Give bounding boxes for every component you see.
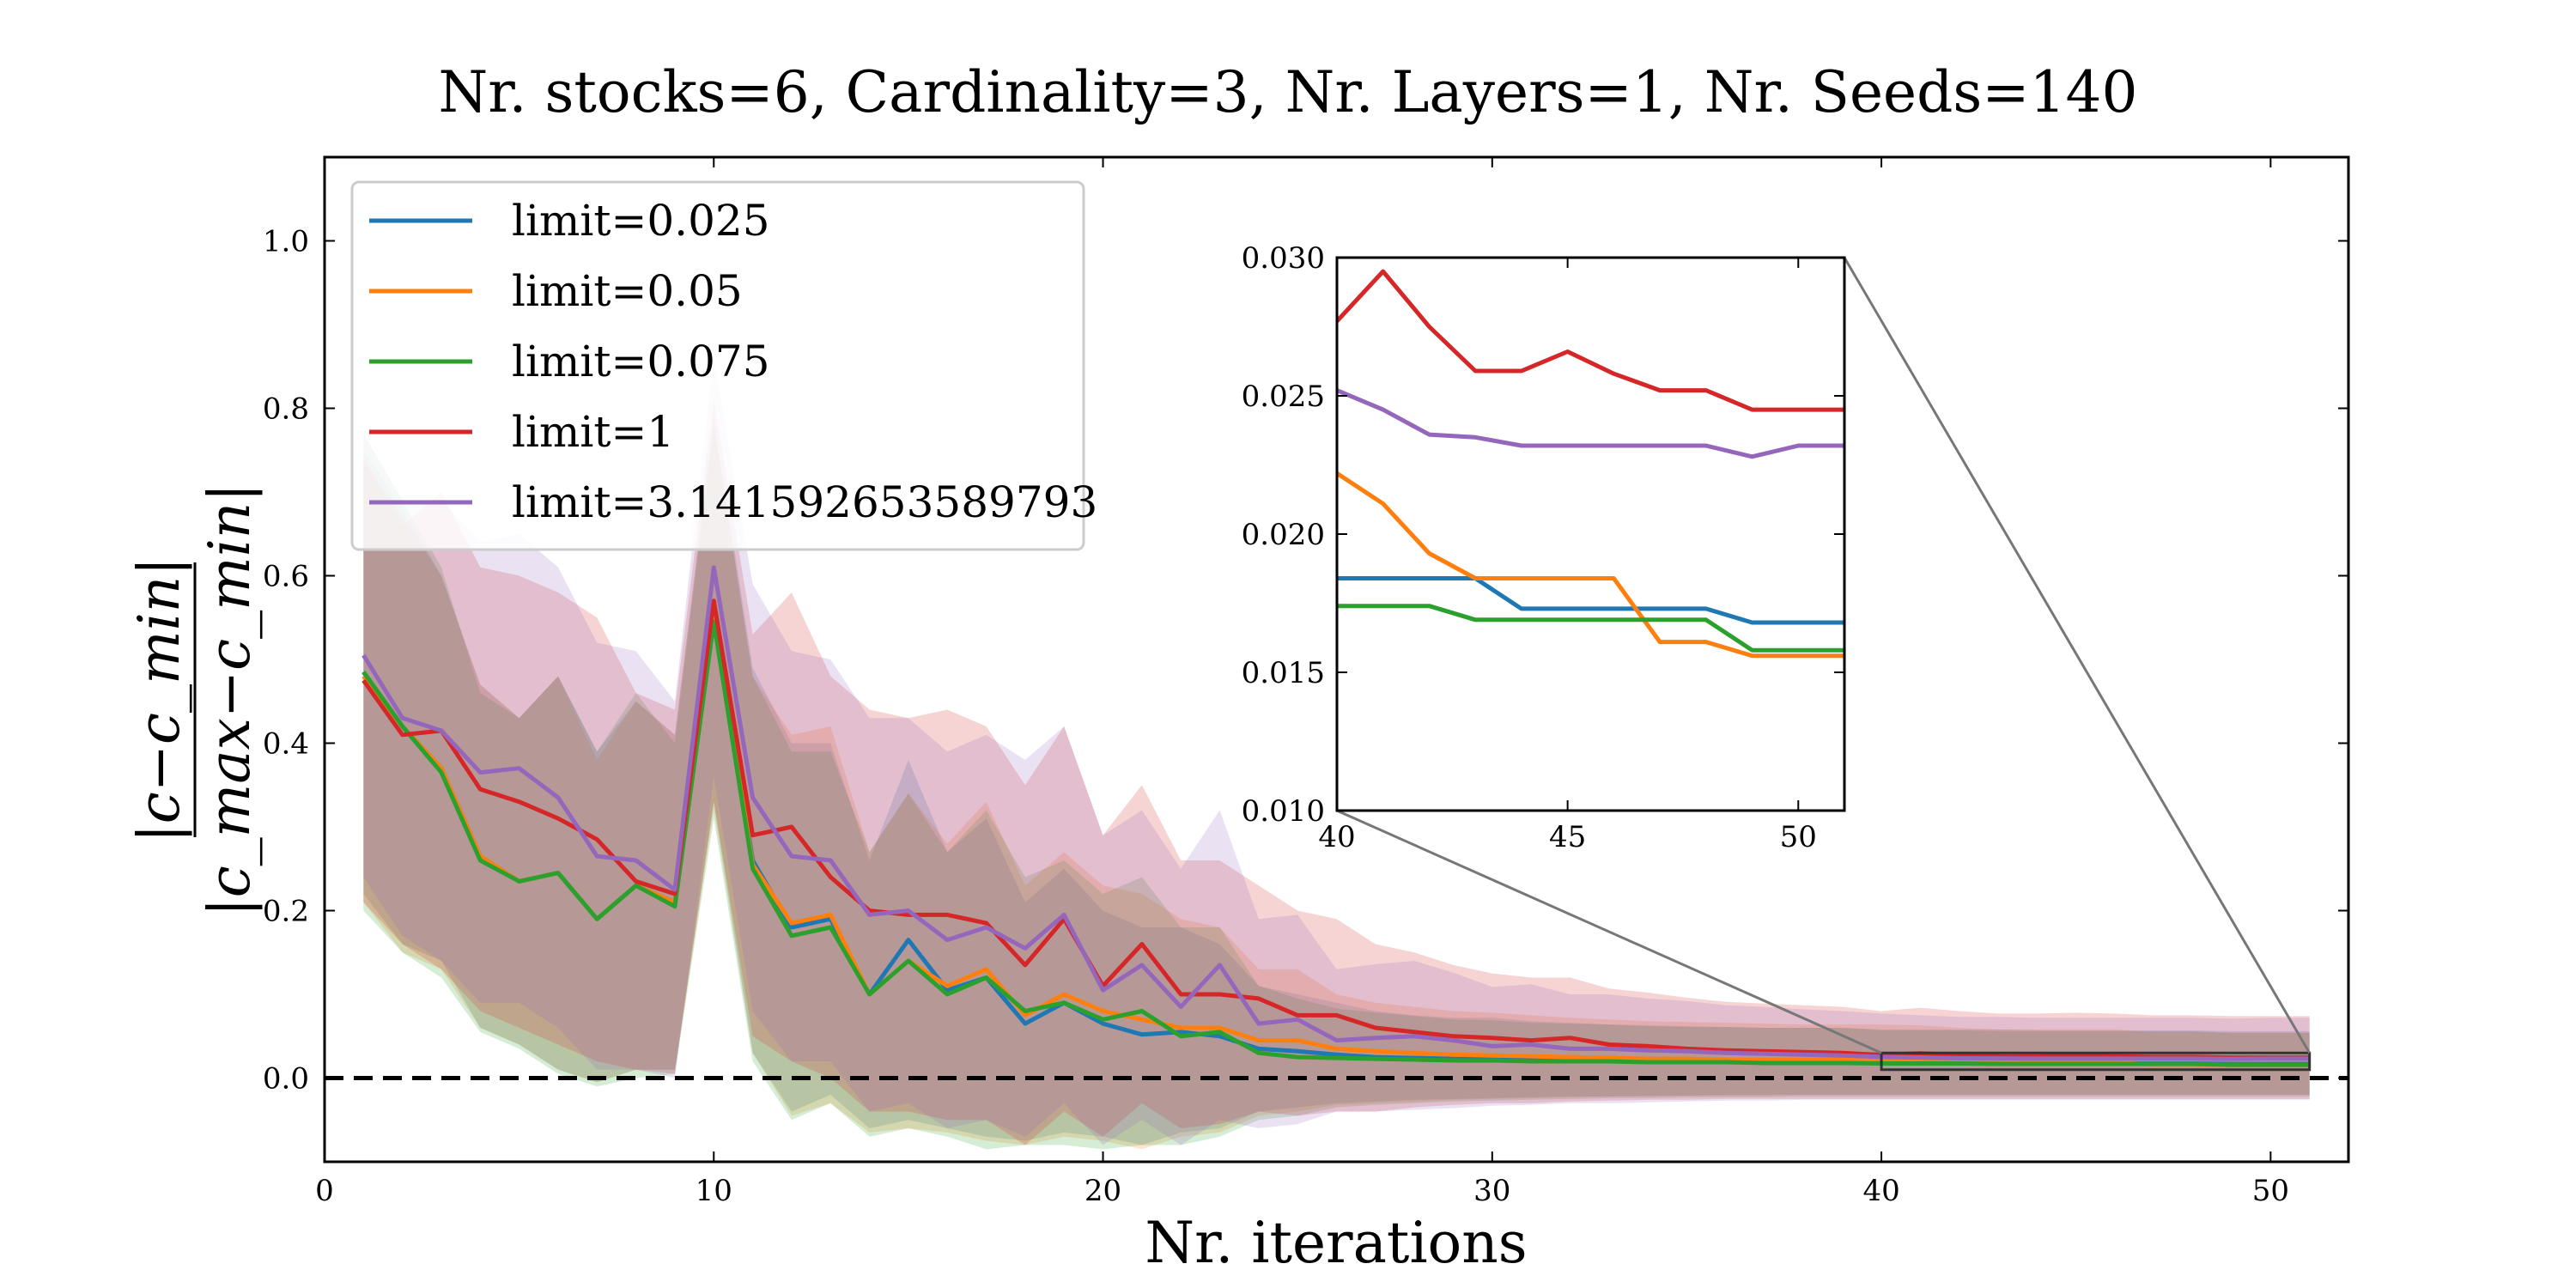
y-tick-label: 1.0 <box>263 225 309 259</box>
series-line-5 <box>361 565 2310 1061</box>
inset-series-line-5 <box>1337 386 1844 459</box>
series-band-2 <box>363 425 2310 1150</box>
x-tick-label: 30 <box>1473 1174 1510 1208</box>
inset-background <box>1337 258 1844 811</box>
inset-y-tick-label: 0.010 <box>1242 794 1325 829</box>
inset-y-tick-label: 0.025 <box>1242 380 1325 414</box>
y-tick-label: 0.2 <box>263 895 309 929</box>
inset-series-line-4 <box>1337 269 1844 412</box>
zoom-region-box <box>1880 1051 2312 1072</box>
y-tick-label: 0.4 <box>263 727 309 762</box>
legend-label-4: limit=1 <box>512 407 674 457</box>
x-tick-label: 10 <box>696 1174 732 1208</box>
inset-x-tick-label: 45 <box>1549 820 1586 854</box>
inset-y-tick-label: 0.020 <box>1242 518 1325 552</box>
zoom-connectors <box>1336 257 2312 1072</box>
x-axis-label: Nr. iterations <box>1145 1210 1527 1276</box>
zoom-connector-line <box>1843 257 2311 1054</box>
inset-series-line-1 <box>1337 575 1844 625</box>
legend-label-5: limit=3.141592653589793 <box>512 477 1097 527</box>
x-tick-label: 0 <box>315 1174 334 1208</box>
legend-label-2: limit=0.05 <box>512 266 743 316</box>
x-tick-label: 20 <box>1084 1174 1121 1208</box>
y-axis-label-numerator: |c−c_min| <box>126 557 192 843</box>
inset-y-tick-label: 0.015 <box>1242 656 1325 690</box>
inset-series-line-2 <box>1337 471 1844 659</box>
series-band-3 <box>363 425 2310 1150</box>
legend-frame <box>350 180 1085 551</box>
legend-label-3: limit=0.075 <box>512 337 770 386</box>
inset-x-tick-label: 50 <box>1780 820 1817 854</box>
inset-plot: 40 45 50 0.010 0.015 0.020 0.025 0.030 <box>1242 241 1846 854</box>
inset-series-line-3 <box>1337 604 1844 653</box>
main-plot-frame <box>323 155 2350 1163</box>
y-tick-label: 0.0 <box>263 1062 309 1097</box>
y-axis-label: |c−c_min| |c_max−c_min| <box>126 483 263 916</box>
zoom-connector-line <box>1336 809 1882 1054</box>
y-tick-label: 0.6 <box>263 560 309 594</box>
inset-y-tick-label: 0.030 <box>1242 241 1325 276</box>
legend: limit=0.025 limit=0.05 limit=0.075 limit=1 l… <box>350 180 1097 551</box>
x-tick-label: 50 <box>2252 1174 2289 1208</box>
main-plot-area: 0 10 20 30 40 50 0.0 0.2 0.4 0.6 0.8 1.0 <box>263 155 2350 1208</box>
inset-x-tick-label: 40 <box>1318 820 1355 854</box>
legend-label-1: limit=0.025 <box>512 196 770 246</box>
series-band-5 <box>363 358 2310 1145</box>
x-tick-label: 40 <box>1862 1174 1899 1208</box>
y-tick-label: 0.8 <box>263 392 309 427</box>
y-axis-label-denominator: |c_max−c_min| <box>197 483 263 916</box>
inset-frame <box>1335 256 1846 812</box>
chart-title: Nr. stocks=6, Cardinality=3, Nr. Layers=… <box>438 59 2137 125</box>
